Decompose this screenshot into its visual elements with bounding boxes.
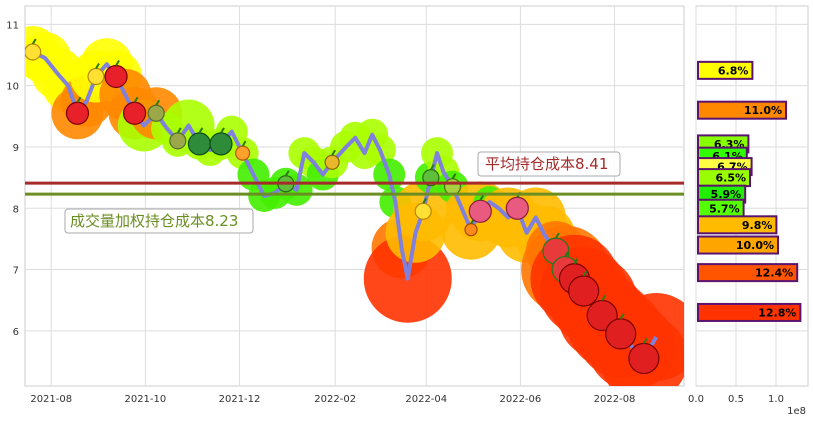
- avg-cost-label-box: [477, 151, 621, 177]
- volume-bar-label: 9.8%: [742, 219, 773, 232]
- radish-icon: [468, 194, 492, 223]
- y-tick-label: 6: [13, 327, 19, 338]
- avg-cost-label: 平均持仓成本8.41: [485, 155, 608, 173]
- volume-bar-label: 5.7%: [709, 202, 740, 215]
- volume-bar: 6.8%: [697, 60, 754, 80]
- avg-cost-annotation: 平均持仓成本8.41: [477, 151, 621, 177]
- vw-cost-annotation: 成交量加权持仓成本8.23: [64, 208, 254, 234]
- volume-bar-label: 6.8%: [718, 64, 749, 77]
- price-line: [31, 50, 658, 361]
- apple-icon: [568, 270, 600, 307]
- banana-icon: [87, 62, 105, 86]
- volume-bar: 6.5%: [697, 168, 751, 188]
- side-x-multiplier: 1e8: [787, 406, 806, 417]
- x-tick-label: 2022-04: [405, 394, 447, 405]
- peapod-icon: [422, 164, 440, 187]
- strawberry-icon: [122, 96, 147, 125]
- vw-cost-label-box: [64, 208, 254, 234]
- volume-bar-label: 11.0%: [744, 104, 782, 117]
- main-x-ticks: 2021-08 2021-10 2021-12 2022-02 2022-04 2022-…: [30, 394, 635, 405]
- y-tick-label: 8: [13, 204, 19, 215]
- volume-bar: 9.8%: [697, 215, 778, 235]
- volume-bar: 5.7%: [697, 198, 745, 218]
- side-x-tick-label: 1.0: [768, 394, 784, 405]
- pineapple-icon: [324, 149, 340, 170]
- volume-bar-label: 6.5%: [715, 172, 746, 185]
- main-y-ticks: 6 7 8 9 10 11: [6, 20, 19, 337]
- side-x-tick-label: 0.0: [688, 394, 704, 405]
- apple-icon: [605, 313, 637, 350]
- watermelon-icon: [209, 127, 233, 156]
- volume-bar-rect: [697, 100, 787, 120]
- banana-icon: [414, 197, 432, 220]
- x-tick-label: 2021-10: [124, 394, 166, 405]
- volume-bar: 12.4%: [697, 263, 799, 283]
- x-tick-label: 2022-02: [314, 394, 356, 405]
- x-tick-label: 2022-08: [594, 394, 636, 405]
- volume-bar-label: 10.0%: [736, 239, 774, 252]
- volume-bar: 11.0%: [697, 100, 787, 120]
- side-plot: 6.8%11.0%6.3%6.1%6.7%6.5%5.9%5.7%9.8%10.…: [688, 5, 809, 417]
- y-tick-label: 9: [13, 143, 19, 154]
- strawberry-icon: [104, 59, 128, 89]
- volume-bars: 6.8%11.0%6.3%6.1%6.7%6.5%5.9%5.7%9.8%10.…: [697, 60, 802, 322]
- x-tick-label: 2022-06: [500, 394, 542, 405]
- volume-bar-rect: [697, 302, 802, 322]
- y-tick-label: 10: [6, 82, 19, 93]
- x-tick-label: 2021-08: [30, 394, 72, 405]
- banana-icon: [25, 38, 42, 61]
- y-tick-label: 7: [13, 266, 19, 277]
- volume-bar-rect: [697, 263, 799, 283]
- volume-bar: 5.9%: [697, 184, 747, 204]
- strawberry-icon: [65, 96, 90, 125]
- volume-bar-label: 12.8%: [758, 306, 796, 319]
- volume-bar-rect: [697, 215, 778, 235]
- x-tick-label: 2021-12: [219, 394, 261, 405]
- volume-bar-label: 12.4%: [755, 267, 793, 280]
- vw-cost-label: 成交量加权持仓成本8.23: [70, 212, 238, 230]
- volume-bar: 12.8%: [697, 302, 802, 322]
- volume-bar-label: 5.9%: [711, 188, 742, 201]
- pear-icon: [147, 99, 165, 122]
- carrot-icon: [464, 218, 478, 237]
- volume-bar: 10.0%: [697, 235, 779, 255]
- side-x-ticks: 0.0 0.5 1.0: [688, 394, 784, 405]
- volume-bar-rect: [697, 235, 779, 255]
- fruit-markers: [25, 38, 660, 375]
- orange-icon: [235, 140, 251, 161]
- side-x-tick-label: 0.5: [728, 394, 744, 405]
- y-tick-label: 11: [6, 20, 19, 31]
- apple-icon: [628, 337, 660, 375]
- volume-bar-rect: [697, 60, 754, 80]
- pear-icon: [169, 127, 187, 150]
